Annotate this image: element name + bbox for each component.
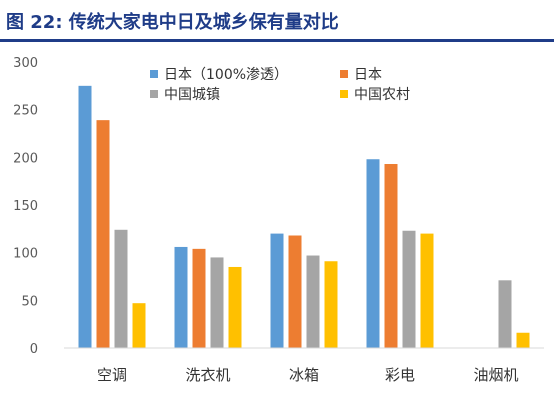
bar: [306, 255, 320, 348]
y-tick-label: 0: [30, 342, 38, 357]
x-category-label: 洗衣机: [185, 366, 230, 384]
y-tick-label: 150: [13, 199, 38, 214]
page-title: 图 22: 传统大家电中日及城乡保有量对比: [6, 12, 339, 33]
y-axis: 0 50 100 150 200 250 300: [13, 56, 38, 357]
bar: [192, 248, 206, 348]
bar: [402, 230, 416, 348]
title-bar: 图 22: 传统大家电中日及城乡保有量对比: [0, 0, 554, 44]
y-tick-label: 100: [13, 247, 38, 262]
bar: [114, 229, 128, 348]
x-category-label: 冰箱: [289, 366, 319, 384]
bar: [420, 233, 434, 348]
bar: [384, 164, 398, 348]
y-tick-label: 200: [13, 151, 38, 166]
x-axis-labels: 空调 洗衣机 冰箱 彩电 油烟机: [97, 366, 519, 384]
bar: [498, 280, 512, 348]
bar: [270, 233, 284, 348]
legend-swatch-japan: [340, 70, 348, 78]
bar: [96, 120, 110, 348]
y-tick-label: 50: [21, 294, 38, 309]
legend-label-japan-full: 日本（100%渗透）: [164, 67, 289, 83]
bar: [324, 261, 338, 348]
legend-item-china-urban: 中国城镇: [150, 84, 220, 104]
bar: [516, 332, 530, 348]
legend-label-china-rural: 中国农村: [354, 87, 410, 103]
x-category-label: 空调: [97, 366, 127, 384]
legend-label-japan: 日本: [354, 67, 382, 83]
legend-label-china-urban: 中国城镇: [164, 87, 220, 103]
bar: [132, 303, 146, 348]
bar: [288, 235, 302, 348]
legend-item-japan-full: 日本（100%渗透）: [150, 64, 288, 84]
bar: [366, 159, 380, 348]
bar-group: [78, 85, 530, 348]
y-tick-label: 250: [13, 104, 38, 119]
legend-item-china-rural: 中国农村: [340, 84, 410, 104]
legend-swatch-china-rural: [340, 90, 348, 98]
bar: [78, 85, 92, 348]
x-category-label: 油烟机: [473, 366, 518, 384]
bar: [174, 246, 188, 348]
y-tick-label: 300: [13, 56, 38, 71]
legend-item-japan: 日本: [340, 64, 382, 84]
bar: [228, 266, 242, 348]
title-rule: [0, 39, 554, 42]
legend-swatch-japan-full: [150, 70, 158, 78]
chart-legend: 日本（100%渗透） 日本 中国城镇 中国农村: [150, 64, 450, 104]
legend-swatch-china-urban: [150, 90, 158, 98]
x-category-label: 彩电: [385, 366, 415, 384]
bar: [210, 257, 224, 348]
